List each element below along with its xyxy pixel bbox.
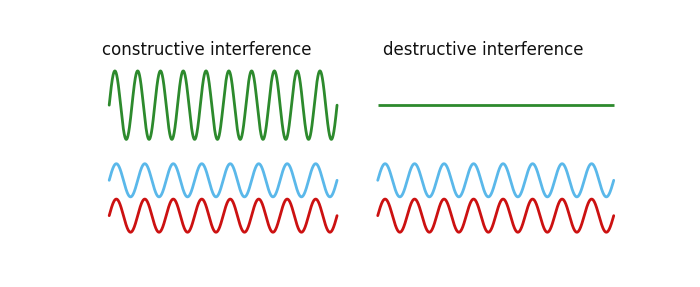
Text: destructive interference: destructive interference: [384, 41, 584, 59]
Text: constructive interference: constructive interference: [102, 41, 312, 59]
